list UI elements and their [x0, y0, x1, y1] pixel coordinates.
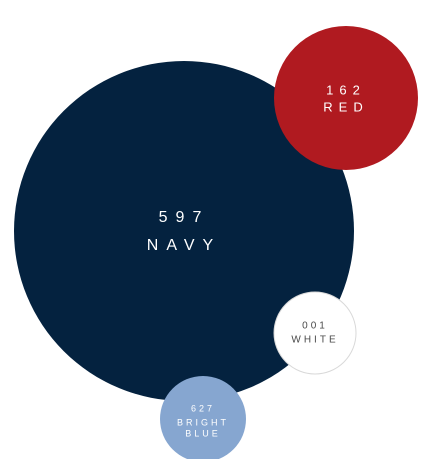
bubble-white: 001 WHITE: [273, 291, 357, 375]
bubble-name-label: BLUE: [185, 428, 221, 438]
bubble-code-label: 597: [159, 209, 210, 226]
bubble-name-label: WHITE: [291, 335, 338, 346]
bubble-name-label: NAVY: [147, 237, 221, 254]
bubble-circle-white: [273, 291, 357, 375]
bubble-code-label: 001: [302, 321, 328, 332]
bubble-circle-navy: [14, 61, 354, 401]
bubble-code-label: 162: [326, 82, 366, 97]
bubble-red: 162 RED: [274, 26, 418, 170]
bubble-name-label: RED: [323, 99, 368, 114]
bubble-circle-red: [274, 26, 418, 170]
bubble-circle-bright-blue: [160, 376, 246, 459]
bubble-name-label: BRIGHT: [177, 417, 229, 427]
bubble-navy: 597 NAVY: [14, 61, 354, 401]
bubble-code-label: 627: [191, 403, 215, 413]
